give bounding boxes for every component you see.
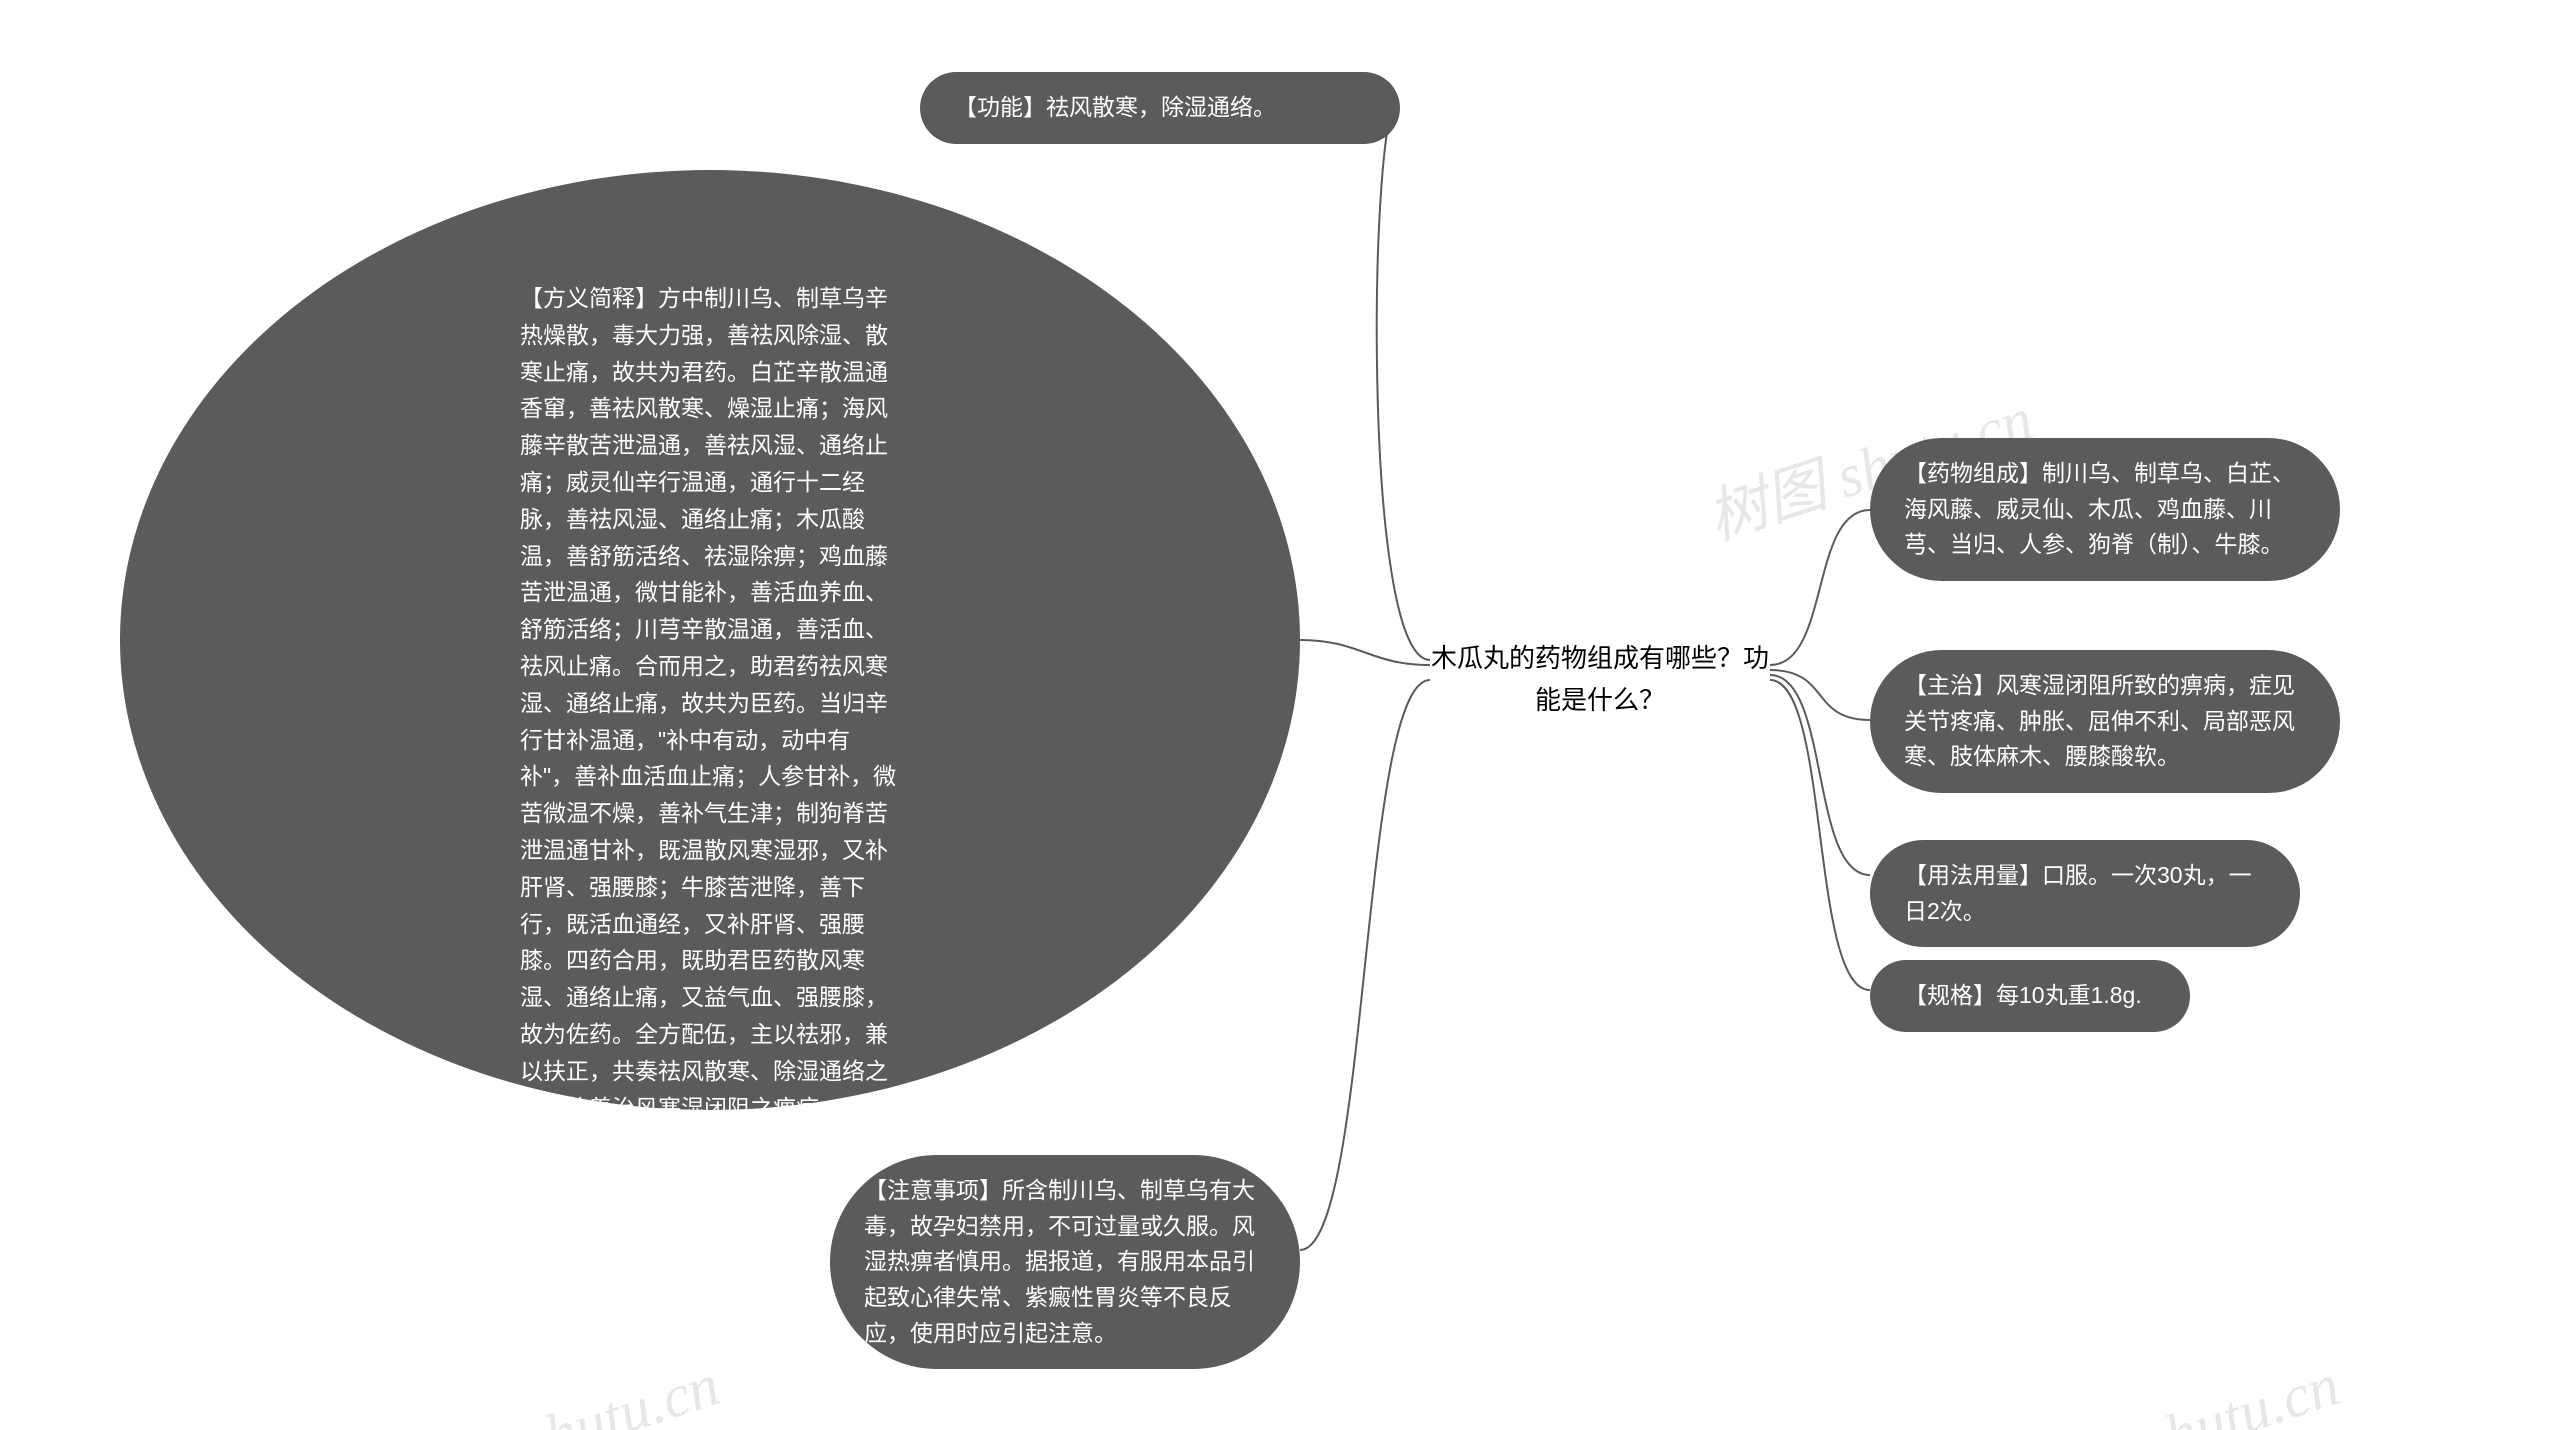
watermark: shutu.cn [2134, 1351, 2347, 1430]
center-topic[interactable]: 木瓜丸的药物组成有哪些？功能是什么？ [1430, 638, 1770, 721]
node-indication[interactable]: 【主治】风寒湿闭阻所致的痹病，症见关节疼痛、肿胀、屈伸不利、局部恶风寒、肢体麻木… [1870, 650, 2340, 793]
node-spec-text: 【规格】每10丸重1.8g. [1904, 982, 2142, 1008]
edge [1770, 680, 1870, 990]
edge [1300, 640, 1430, 665]
edge [1770, 670, 1870, 720]
watermark: shutu.cn [514, 1351, 727, 1430]
edge [1770, 675, 1870, 875]
edge [1770, 510, 1870, 665]
node-usage-text: 【用法用量】口服。一次30丸，一日2次。 [1904, 862, 2252, 924]
center-topic-text: 木瓜丸的药物组成有哪些？功能是什么？ [1431, 643, 1769, 715]
node-indication-text: 【主治】风寒湿闭阻所致的痹病，症见关节疼痛、肿胀、屈伸不利、局部恶风寒、肢体麻木… [1904, 672, 2295, 769]
node-composition-text: 【药物组成】制川乌、制草乌、白芷、海风藤、威灵仙、木瓜、鸡血藤、川芎、当归、人参… [1904, 460, 2295, 557]
edge [1377, 100, 1430, 660]
node-function[interactable]: 【功能】祛风散寒，除湿通络。 [920, 72, 1400, 144]
node-spec[interactable]: 【规格】每10丸重1.8g. [1870, 960, 2190, 1032]
node-function-text: 【功能】祛风散寒，除湿通络。 [954, 94, 1276, 120]
node-composition[interactable]: 【药物组成】制川乌、制草乌、白芷、海风藤、威灵仙、木瓜、鸡血藤、川芎、当归、人参… [1870, 438, 2340, 581]
node-caution-text: 【注意事项】所含制川乌、制草乌有大毒，故孕妇禁用，不可过量或久服。风湿热痹者慎用… [864, 1177, 1255, 1346]
edge [1300, 680, 1430, 1250]
node-caution[interactable]: 【注意事项】所含制川乌、制草乌有大毒，故孕妇禁用，不可过量或久服。风湿热痹者慎用… [830, 1155, 1300, 1369]
node-explain-text: 【方义简释】方中制川乌、制草乌辛热燥散，毒大力强，善祛风除湿、散寒止痛，故共为君… [520, 280, 900, 1200]
node-explain[interactable]: 【方义简释】方中制川乌、制草乌辛热燥散，毒大力强，善祛风除湿、散寒止痛，故共为君… [120, 170, 1300, 1110]
node-usage[interactable]: 【用法用量】口服。一次30丸，一日2次。 [1870, 840, 2300, 947]
